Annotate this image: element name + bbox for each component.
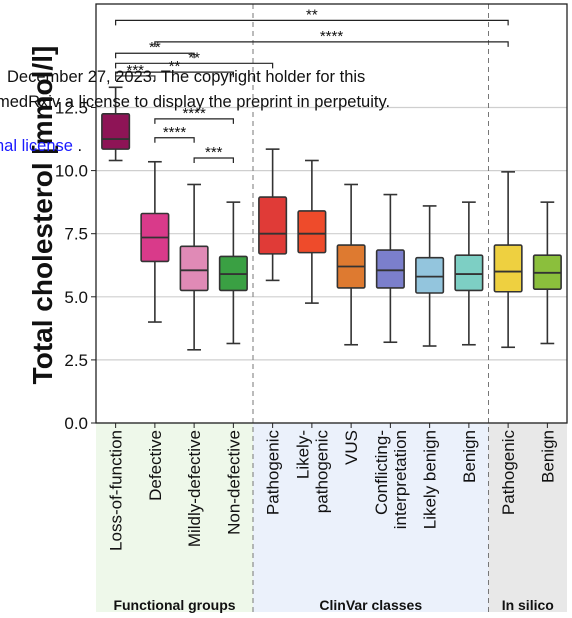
x-tick-label-1: Defective bbox=[146, 430, 165, 501]
y-tick-label-5: 12.5 bbox=[55, 98, 88, 117]
x-tick-label-3: Non-defective bbox=[224, 430, 243, 535]
sig-label-0: ** bbox=[306, 6, 318, 23]
box-9 bbox=[454, 201, 484, 346]
y-tick-label-4: 10.0 bbox=[55, 162, 88, 181]
x-tick-label-line: VUS bbox=[342, 430, 361, 465]
group-label-0: Functional groups bbox=[113, 597, 235, 613]
sig-line-1 bbox=[154, 41, 509, 47]
y-tick-label-1: 2.5 bbox=[64, 351, 88, 370]
box-iqr-0 bbox=[101, 112, 131, 150]
x-tick-label-line: Loss-of-function bbox=[107, 430, 126, 551]
x-tick-label-5: Likely-pathogenic bbox=[293, 430, 331, 514]
y-axis-label: Total cholesterol [mmol/l] bbox=[27, 46, 58, 385]
group-label-1: ClinVar classes bbox=[319, 597, 422, 613]
box-4 bbox=[258, 148, 288, 282]
sig-bracket-7: **** bbox=[154, 124, 195, 143]
sig-label-5: *** bbox=[126, 62, 144, 79]
sig-label-6: **** bbox=[182, 105, 206, 122]
x-tick-label-8: Likely benign bbox=[421, 430, 440, 529]
sig-line-6 bbox=[154, 118, 234, 124]
x-tick-label-line: Non-defective bbox=[224, 430, 243, 535]
x-tick-label-line: Likely- bbox=[293, 430, 312, 479]
box-5 bbox=[297, 159, 327, 304]
group-background-0 bbox=[96, 423, 253, 612]
plot-frame bbox=[95, 3, 568, 424]
x-tick-label-6: VUS bbox=[342, 430, 361, 465]
x-tick-label-line: Benign bbox=[538, 430, 557, 483]
x-tick-label-4: Pathogenic bbox=[264, 430, 283, 516]
x-tick-label-line: Defective bbox=[146, 430, 165, 501]
box-0 bbox=[101, 86, 131, 162]
box-iqr-5 bbox=[297, 210, 327, 254]
sig-bracket-6: **** bbox=[154, 105, 234, 124]
x-tick-label-2: Mildly-defective bbox=[185, 430, 204, 547]
box-10 bbox=[493, 171, 523, 349]
sig-label-3: ** bbox=[169, 58, 181, 75]
x-tick-label-9: Benign bbox=[460, 430, 479, 483]
box-6 bbox=[336, 183, 366, 346]
x-tick-label-0: Loss-of-function bbox=[107, 430, 126, 551]
watermark-line-3: nal license . bbox=[0, 137, 82, 155]
x-tick-label-7: Conflicting-interpretation bbox=[372, 430, 410, 529]
watermark: December 27, 2023. The copyright holder … bbox=[0, 68, 390, 155]
sig-bracket-0: ** bbox=[115, 6, 509, 26]
box-iqr-7 bbox=[375, 249, 405, 289]
sig-line-8 bbox=[193, 157, 234, 163]
y-tick-label-2: 5.0 bbox=[64, 288, 88, 307]
x-tick-label-line: Benign bbox=[460, 430, 479, 483]
x-tick-label-11: Benign bbox=[538, 430, 557, 483]
box-7 bbox=[375, 193, 405, 344]
box-2 bbox=[179, 183, 209, 351]
sig-line-3 bbox=[115, 71, 234, 78]
x-tick-label-line: Pathogenic bbox=[264, 430, 283, 516]
box-iqr-8 bbox=[415, 256, 445, 294]
watermark-line-1: December 27, 2023. The copyright holder … bbox=[7, 68, 365, 86]
sig-bracket-4: ** bbox=[115, 39, 195, 59]
watermark-license-link[interactable]: nal license bbox=[0, 137, 73, 155]
box-iqr-10 bbox=[493, 244, 523, 293]
sig-line-4 bbox=[115, 52, 195, 59]
group-label-2: In silico bbox=[502, 597, 554, 613]
sig-bracket-5: *** bbox=[115, 62, 156, 81]
x-tick-label-10: Pathogenic bbox=[499, 430, 518, 516]
watermark-line-3-suffix: . bbox=[73, 137, 82, 155]
y-tick-label-3: 7.5 bbox=[64, 225, 88, 244]
box-iqr-4 bbox=[258, 196, 288, 255]
sig-line-0 bbox=[115, 19, 509, 26]
sig-label-1: **** bbox=[320, 28, 344, 45]
x-tick-label-line: Pathogenic bbox=[499, 430, 518, 516]
box-11 bbox=[532, 201, 562, 345]
box-8 bbox=[415, 205, 445, 347]
sig-label-7: **** bbox=[163, 124, 187, 141]
x-tick-label-line: interpretation bbox=[391, 430, 410, 529]
sig-label-4: ** bbox=[149, 39, 161, 56]
box-iqr-2 bbox=[179, 245, 209, 292]
sig-bracket-8: *** bbox=[193, 144, 234, 163]
group-background-1 bbox=[253, 423, 489, 612]
box-3 bbox=[218, 201, 248, 345]
sig-line-7 bbox=[154, 137, 195, 143]
sig-bracket-3: ** bbox=[115, 58, 234, 78]
sig-bracket-1: **** bbox=[154, 28, 509, 47]
x-tick-label-line: Conflicting- bbox=[372, 430, 391, 515]
x-tick-label-line: Mildly-defective bbox=[185, 430, 204, 547]
box-1 bbox=[140, 160, 170, 323]
group-background-2 bbox=[488, 423, 567, 612]
watermark-line-2: medRxiv a license to display the preprin… bbox=[0, 93, 390, 111]
y-tick-label-0: 0.0 bbox=[64, 414, 88, 433]
x-tick-label-line: Likely benign bbox=[421, 430, 440, 529]
sig-line-5 bbox=[115, 75, 156, 81]
box-iqr-9 bbox=[454, 254, 484, 292]
sig-line-2 bbox=[115, 62, 274, 69]
x-tick-label-line: pathogenic bbox=[312, 430, 331, 514]
sig-label-8: *** bbox=[205, 144, 223, 161]
